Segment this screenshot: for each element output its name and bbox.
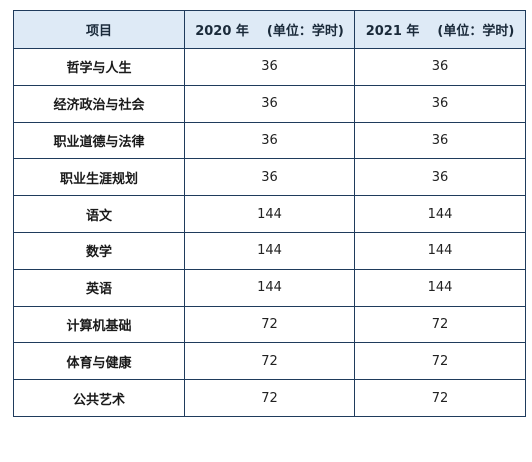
table-header-row: 项目 2020 年 (单位：学时) 2021 年 (单位：学时) (13, 10, 526, 49)
row-2021-hours: 36 (354, 158, 526, 197)
row-item: 职业生涯规划 (13, 158, 185, 197)
row-2021-hours: 72 (354, 305, 526, 344)
row-2020-hours: 144 (184, 195, 355, 233)
row-item: 体育与健康 (13, 342, 185, 381)
hours-table: 项目 2020 年 (单位：学时) 2021 年 (单位：学时) 哲学与人生 36 … (13, 10, 526, 417)
table-row: 体育与健康 72 72 (13, 342, 526, 381)
row-2021-hours: 72 (354, 379, 526, 417)
table-row: 职业道德与法律 36 36 (13, 121, 526, 160)
row-item: 公共艺术 (13, 379, 185, 417)
table-row: 公共艺术 72 72 (13, 379, 526, 417)
row-item: 经济政治与社会 (13, 84, 185, 123)
table-row: 数学 144 144 (13, 231, 526, 270)
table-row: 语文 144 144 (13, 195, 526, 233)
table-row: 英语 144 144 (13, 268, 526, 307)
row-item: 职业道德与法律 (13, 121, 185, 160)
row-2021-hours: 144 (354, 268, 526, 307)
header-2020-year: 2020 年 (195, 24, 249, 39)
row-2020-hours: 144 (184, 231, 355, 270)
row-item: 语文 (13, 195, 185, 233)
row-2020-hours: 36 (184, 84, 355, 123)
row-item: 数学 (13, 231, 185, 270)
row-2021-hours: 144 (354, 195, 526, 233)
row-item: 计算机基础 (13, 305, 185, 344)
row-2021-hours: 36 (354, 121, 526, 160)
row-item: 英语 (13, 268, 185, 307)
row-2020-hours: 72 (184, 305, 355, 344)
header-2021: 2021 年 (单位：学时) (354, 10, 526, 49)
row-2020-hours: 144 (184, 268, 355, 307)
header-item: 项目 (13, 10, 185, 49)
row-2021-hours: 144 (354, 231, 526, 270)
row-2021-hours: 72 (354, 342, 526, 381)
table-row: 哲学与人生 36 36 (13, 48, 526, 86)
row-2020-hours: 72 (184, 342, 355, 381)
row-item: 哲学与人生 (13, 48, 185, 86)
row-2020-hours: 72 (184, 379, 355, 417)
table-container: 项目 2020 年 (单位：学时) 2021 年 (单位：学时) 哲学与人生 36 … (13, 10, 526, 417)
row-2021-hours: 36 (354, 84, 526, 123)
table-row: 经济政治与社会 36 36 (13, 84, 526, 123)
row-2020-hours: 36 (184, 121, 355, 160)
table-row: 计算机基础 72 72 (13, 305, 526, 344)
header-2020: 2020 年 (单位：学时) (184, 10, 355, 49)
row-2021-hours: 36 (354, 48, 526, 86)
row-2020-hours: 36 (184, 48, 355, 86)
row-2020-hours: 36 (184, 158, 355, 197)
header-2021-unit: (单位：学时) (437, 24, 515, 39)
table-row: 职业生涯规划 36 36 (13, 158, 526, 197)
header-2021-year: 2021 年 (365, 24, 420, 39)
header-2020-unit: (单位：学时) (266, 24, 344, 39)
